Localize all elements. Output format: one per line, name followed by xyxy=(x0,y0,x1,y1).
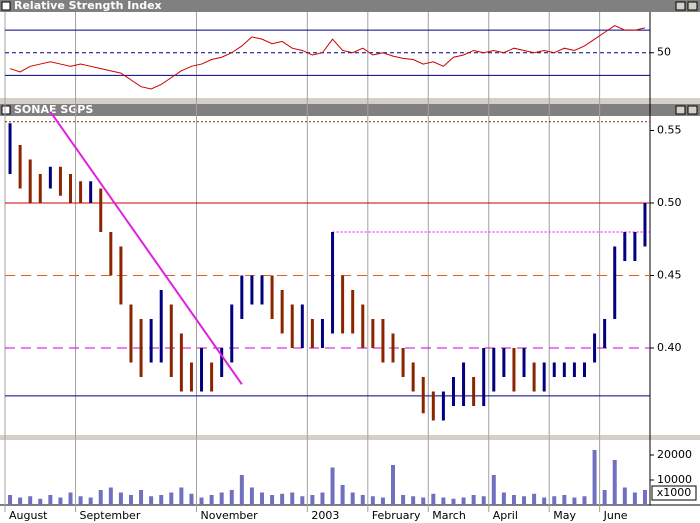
volume-bar xyxy=(431,493,436,505)
volume-bar xyxy=(98,490,103,505)
x-tick-label: June xyxy=(603,509,628,522)
volume-bar xyxy=(209,495,214,505)
volume-bar xyxy=(542,497,547,505)
volume-bar xyxy=(622,487,627,505)
volume-bar xyxy=(179,487,184,505)
panel-icon xyxy=(1,105,11,115)
x-tick-label: September xyxy=(80,509,141,522)
volume-bar xyxy=(108,487,113,505)
x-tick-label: August xyxy=(9,509,48,522)
unit-label: x1000 xyxy=(657,486,692,499)
volume-bar xyxy=(189,493,194,505)
volume-bar xyxy=(401,495,406,505)
x-tick-label: April xyxy=(493,509,518,522)
maximize-button[interactable] xyxy=(675,1,686,11)
volume-bar xyxy=(88,497,93,505)
volume-bar xyxy=(340,485,345,505)
volume-bar xyxy=(128,495,133,505)
volume-bar xyxy=(421,497,426,505)
y-tick-label: 0.55 xyxy=(657,124,682,137)
volume-bar xyxy=(58,497,63,505)
volume-bar xyxy=(68,492,73,505)
volume-bar xyxy=(441,497,446,505)
panel-title: Relative Strength Index xyxy=(14,0,162,12)
x-tick-label: November xyxy=(200,509,258,522)
volume-bar xyxy=(471,495,476,505)
volume-bar xyxy=(48,495,53,505)
volume-bar xyxy=(391,465,396,505)
close-button[interactable] xyxy=(687,105,698,115)
volume-bar xyxy=(370,496,375,505)
volume-bar xyxy=(8,495,13,505)
x-tick-label: March xyxy=(432,509,466,522)
title-bar xyxy=(0,0,700,12)
volume-bar xyxy=(139,490,144,505)
volume-bar xyxy=(270,495,275,505)
volume-bar xyxy=(642,490,647,505)
separator xyxy=(0,435,700,440)
volume-bar xyxy=(169,492,174,505)
volume-bar xyxy=(229,490,234,505)
volume-bar xyxy=(612,460,617,505)
volume-bar xyxy=(38,498,43,505)
volume-bar xyxy=(451,498,456,505)
volume-bar xyxy=(602,490,607,505)
x-tick-label: May xyxy=(553,509,576,522)
volume-bar xyxy=(259,492,264,505)
volume-bar xyxy=(249,487,254,505)
rsi-line xyxy=(9,25,646,90)
volume-bar xyxy=(239,475,244,505)
volume-bar xyxy=(360,495,365,505)
volume-bar xyxy=(411,496,416,505)
volume-bar xyxy=(149,496,154,505)
volume-bar xyxy=(501,492,506,505)
volume-bar xyxy=(330,467,335,505)
y-tick-label: 50 xyxy=(657,46,671,59)
volume-bar xyxy=(28,496,33,505)
volume-bar xyxy=(592,450,597,505)
volume-bar xyxy=(562,495,567,505)
title-bar xyxy=(0,104,700,116)
volume-bar xyxy=(532,493,537,505)
y-tick-label: 0.40 xyxy=(657,341,682,354)
volume-bar xyxy=(522,496,527,505)
volume-bar xyxy=(572,497,577,505)
volume-bar xyxy=(18,497,23,505)
unit-box xyxy=(651,485,697,501)
volume-bar xyxy=(350,492,355,505)
volume-bar xyxy=(320,492,325,505)
volume-bar xyxy=(461,497,466,505)
volume-bar xyxy=(582,496,587,505)
volume-bar xyxy=(511,495,516,505)
panel-title: SONAE SGPS xyxy=(14,103,93,116)
volume-bar xyxy=(552,496,557,505)
volume-bar xyxy=(280,493,285,505)
trendline xyxy=(49,111,243,385)
x-tick-label: 2003 xyxy=(311,509,339,522)
volume-bar xyxy=(290,492,295,505)
volume-bar xyxy=(300,496,305,505)
volume-bar xyxy=(199,497,204,505)
y-tick-label: 0.50 xyxy=(657,196,682,209)
volume-bar xyxy=(491,475,496,505)
panel-icon xyxy=(1,1,11,11)
separator xyxy=(0,98,700,104)
volume-bar xyxy=(118,492,123,505)
volume-bar xyxy=(380,497,385,505)
volume-bar xyxy=(310,495,315,505)
volume-bar xyxy=(78,496,83,505)
y-tick-label: 0.45 xyxy=(657,269,682,282)
volume-bar xyxy=(159,495,164,505)
maximize-button[interactable] xyxy=(675,105,686,115)
volume-bar xyxy=(632,492,637,505)
x-tick-label: February xyxy=(372,509,421,522)
close-button[interactable] xyxy=(687,1,698,11)
volume-bar xyxy=(481,496,486,505)
y-tick-label: 20000 xyxy=(657,448,692,461)
y-tick-label: 10000 xyxy=(657,473,692,486)
volume-bar xyxy=(219,492,224,505)
